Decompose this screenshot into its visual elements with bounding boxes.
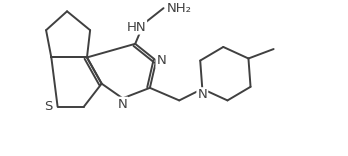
Text: S: S (44, 100, 52, 113)
Text: N: N (197, 88, 207, 101)
Text: N: N (157, 54, 166, 67)
Text: NH₂: NH₂ (167, 2, 192, 15)
Text: N: N (118, 98, 127, 111)
Text: HN: HN (126, 21, 146, 34)
